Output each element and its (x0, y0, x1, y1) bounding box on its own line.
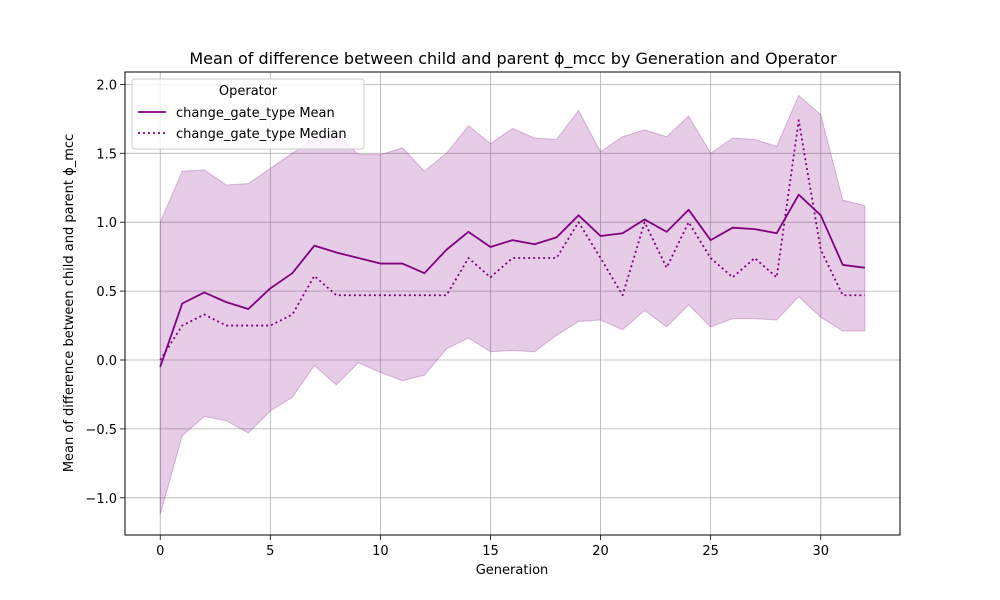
y-tick-label: −0.5 (85, 423, 117, 438)
x-tick-label: 5 (266, 544, 274, 559)
legend-title: Operator (219, 84, 278, 99)
y-axis: −1.0 −0.5 0.0 0.5 1.0 1.5 2.0 (85, 78, 125, 507)
x-tick-label: 25 (702, 544, 719, 559)
x-tick-label: 20 (592, 544, 609, 559)
chart-title: Mean of difference between child and par… (189, 49, 837, 69)
y-tick-label: −1.0 (85, 492, 117, 507)
x-tick-label: 10 (372, 544, 389, 559)
plot-frame (124, 71, 901, 536)
legend: Operator change_gate_type Mean change_ga… (131, 78, 365, 150)
legend-label-mean: change_gate_type Mean (176, 106, 335, 121)
y-tick-label: 1.5 (96, 147, 117, 162)
x-tick-label: 30 (812, 544, 829, 559)
x-tick-label: 15 (482, 544, 499, 559)
grid (125, 72, 900, 535)
y-axis-label: Mean of difference between child and par… (62, 134, 77, 472)
x-axis: 0 5 10 15 20 25 30 (156, 535, 829, 559)
range-band (159, 94, 866, 515)
legend-label-median: change_gate_type Median (176, 127, 347, 142)
x-axis-label: Generation (476, 563, 549, 578)
series-layer (159, 119, 865, 368)
band-layer (159, 94, 866, 515)
y-tick-label: 1.0 (96, 216, 117, 231)
x-tick-label: 0 (156, 544, 164, 559)
y-tick-label: 2.0 (96, 78, 117, 93)
series-line-mean (159, 193, 865, 368)
y-tick-label: 0.0 (96, 354, 117, 369)
y-tick-label: 0.5 (96, 285, 117, 300)
legend-box (131, 78, 365, 150)
